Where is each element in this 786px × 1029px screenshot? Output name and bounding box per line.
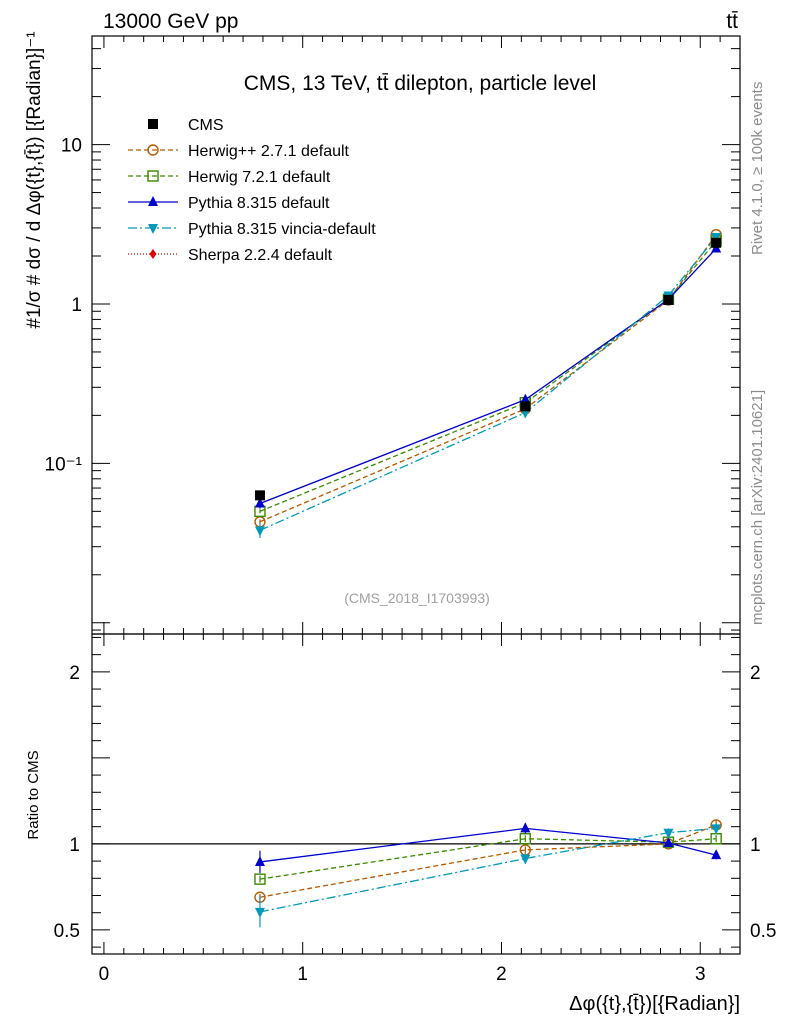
cms-data-point — [520, 401, 531, 412]
main-y-axis-label: #1/σ # dσ / d Δφ({t},{t̄}) [{Radian}]⁻¹ — [24, 31, 45, 328]
x-tick-label: 2 — [496, 964, 507, 985]
ratio-data-point — [711, 849, 722, 860]
ratio-data-point — [520, 822, 531, 833]
ratio-y-tick-label: 2 — [69, 663, 80, 684]
legend-label: Herwig++ 2.7.1 default — [188, 143, 350, 160]
cms-data-point — [254, 490, 265, 501]
ratio-data-point — [254, 873, 266, 885]
legend-marker — [148, 224, 158, 234]
x-tick-label: 0 — [99, 964, 110, 985]
legend-label: Herwig 7.2.1 default — [188, 169, 331, 186]
cms-data-point — [663, 294, 674, 305]
y-tick-label: 10 — [61, 136, 82, 157]
legend-marker — [147, 144, 159, 156]
legend-marker — [148, 196, 158, 206]
ratio-y-tick-label-right: 0.5 — [750, 921, 776, 942]
main-series-line — [259, 248, 717, 505]
main-data-point — [254, 497, 265, 508]
main-series-group — [254, 229, 722, 539]
ratio-data-point — [711, 824, 722, 835]
ratio-series-line — [259, 838, 717, 880]
ratio-y-tick-label-right: 2 — [750, 663, 761, 684]
ratio-y-tick-label: 1 — [69, 835, 80, 856]
ratio-y-tick-label-right: 1 — [750, 835, 761, 856]
main-series-line — [259, 236, 717, 531]
main-data-point — [254, 526, 265, 537]
legend-label: Pythia 8.315 default — [188, 195, 330, 212]
x-tick-label: 3 — [695, 964, 706, 985]
legend-label: CMS — [188, 117, 224, 134]
ratio-data-point — [663, 837, 674, 848]
ratio-data-point — [520, 854, 531, 865]
legend-label: Sherpa 2.2.4 default — [188, 247, 333, 264]
x-axis-label: Δφ({t},{t̄})[{Radian}] — [569, 993, 740, 1015]
ratio-y-axis-label: Ratio to CMS — [25, 750, 42, 839]
plot-title: CMS, 13 TeV, tt̄ dilepton, particle leve… — [244, 72, 597, 95]
ratio-data-point — [663, 828, 674, 839]
ratio-data-point — [254, 855, 265, 866]
ratio-data-point — [254, 907, 265, 918]
y-tick-label: 10⁻¹ — [45, 454, 83, 475]
ratio-ticks: 0 1 2 3 0.5 0.5 1 1 2 2 — [54, 634, 776, 985]
ratio-series-line — [259, 827, 717, 863]
legend-marker — [148, 119, 158, 129]
energy-label: 13000 GeV pp — [103, 10, 238, 33]
x-tick-label: 1 — [297, 964, 308, 985]
main-series-line — [259, 234, 717, 523]
legend-label: Pythia 8.315 vincia-default — [188, 221, 376, 238]
process-label: tt̄ — [726, 10, 738, 33]
legend-marker — [149, 249, 157, 259]
mcplots-label: mcplots.cern.ch [arXiv:2401.10621] — [749, 390, 766, 625]
ratio-series-line — [259, 827, 717, 913]
ratio-y-tick-label: 0.5 — [54, 921, 80, 942]
main-ticks: 10⁻¹ 1 10 — [45, 36, 741, 634]
legend-marker — [147, 170, 159, 182]
legend: CMS Herwig++ 2.7.1 default Herwig 7.2.1 de… — [128, 117, 376, 264]
y-tick-label: 1 — [71, 295, 82, 316]
analysis-watermark: (CMS_2018_I1703993) — [344, 590, 490, 606]
main-series-line — [259, 240, 717, 512]
rivet-version-label: Rivet 4.1.0, ≥ 100k events — [749, 82, 766, 255]
cms-data-point — [711, 237, 722, 248]
ratio-data-point — [519, 833, 532, 845]
ratio-series-group — [254, 819, 722, 928]
main-data-point — [520, 393, 531, 404]
ratio-plot-frame — [91, 633, 741, 955]
